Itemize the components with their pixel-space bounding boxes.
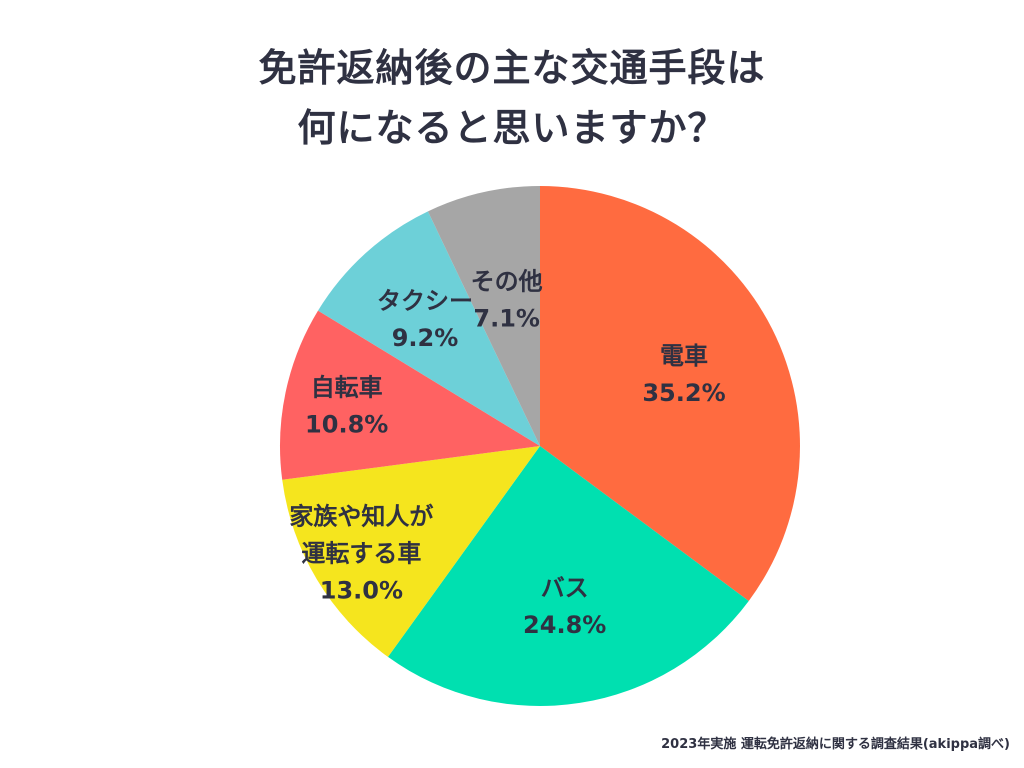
slice-name-1: バス xyxy=(541,574,589,602)
slice-value-2: 13.0% xyxy=(320,577,403,605)
pie-slices xyxy=(280,186,800,706)
slice-value-4: 9.2% xyxy=(392,324,459,352)
chart-title-line2: 何になると思いますか？ xyxy=(297,106,727,150)
pie-slice-1 xyxy=(387,446,749,706)
slice-label-5: その他 7.1% xyxy=(471,267,543,332)
chart-title-line1: 免許返納後の主な交通手段は xyxy=(258,46,766,90)
slice-name-0: 電車 xyxy=(660,342,708,370)
pie-slice-4 xyxy=(318,211,540,446)
slice-label-3: 自転車 10.8% xyxy=(305,374,388,439)
slice-name-4: タクシー xyxy=(377,287,473,315)
slice-value-1: 24.8% xyxy=(523,611,606,639)
slice-value-5: 7.1% xyxy=(473,304,540,332)
slice-label-4: タクシー 9.2% xyxy=(377,287,473,352)
chart-title: 免許返納後の主な交通手段は 何になると思いますか？ xyxy=(0,38,1024,158)
pie-slice-0 xyxy=(540,186,800,601)
slice-name-2: 運転する車 xyxy=(301,540,421,568)
slice-name-5: その他 xyxy=(471,267,543,295)
slice-value-3: 10.8% xyxy=(305,411,388,439)
slice-label-2: 家族や知人が運転する車 13.0% xyxy=(289,503,433,605)
pie-slice-5 xyxy=(427,186,540,446)
slice-value-0: 35.2% xyxy=(642,379,725,407)
pie-labels: 電車 35.2% バス 24.8% 家族や知人が運転する車 13.0% 自転車 10.8% タク… xyxy=(289,267,725,638)
pie-slice-3 xyxy=(280,310,540,480)
pie-slice-2 xyxy=(282,446,540,657)
slice-name-2: 家族や知人が xyxy=(289,503,433,531)
source-footnote: 2023年実施 運転免許返納に関する調査結果(akippa調べ) xyxy=(661,737,1010,752)
slice-label-0: 電車 35.2% xyxy=(642,342,725,407)
slice-label-1: バス 24.8% xyxy=(523,574,606,639)
slice-name-3: 自転車 xyxy=(311,374,383,402)
